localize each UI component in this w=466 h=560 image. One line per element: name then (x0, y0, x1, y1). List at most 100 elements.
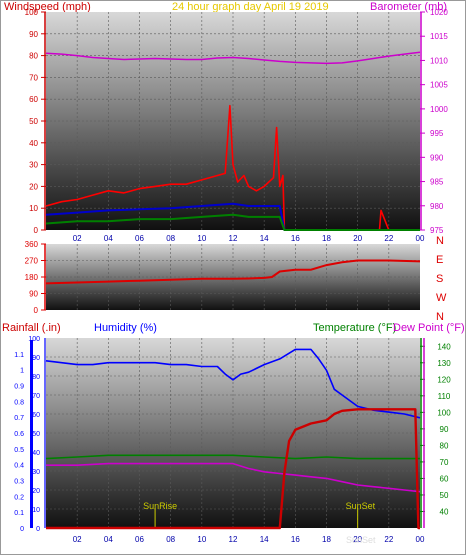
panel3-series: SunRise SunSet (45, 348, 421, 530)
barometer-tick-label: 990 (430, 153, 444, 162)
rain-tick-label: 0 (20, 526, 24, 533)
axis-labels: 0102030405060708090100975980985990995100… (14, 8, 451, 544)
sunset-footer-label: SunSet (346, 535, 376, 545)
compass-label: E (436, 254, 443, 266)
wind-tick-label: 0 (34, 226, 39, 235)
panel1-grid (46, 12, 420, 230)
rain-tick-label: 0.9 (14, 384, 24, 391)
wind-tick-label: 80 (29, 52, 38, 61)
wind-tick-label: 100 (25, 8, 39, 17)
wind-tick-label: 90 (29, 30, 38, 39)
temperature-tick-label: 140 (437, 342, 451, 351)
x-tick-label: 20 (353, 234, 362, 243)
rain-tick-label: 0.4 (14, 463, 24, 470)
series-rainfall-line (46, 408, 420, 530)
x-tick-label: 14 (260, 535, 269, 544)
temperature-tick-label: 130 (437, 359, 451, 368)
windspeed-title: Windspeed (mph) (4, 1, 91, 13)
wind-tick-label: 60 (29, 95, 38, 104)
barometer-tick-label: 1005 (430, 81, 448, 90)
direction-tick-label: 270 (25, 257, 39, 266)
temperature-tick-label: 120 (437, 375, 451, 384)
humidity-tick-label: 10 (32, 507, 40, 514)
barometer-tick-label: 980 (430, 202, 444, 211)
x-tick-label: 10 (197, 234, 206, 243)
barometer-tick-label: 995 (430, 129, 444, 138)
wind-tick-label: 40 (29, 139, 38, 148)
compass-label: S (436, 273, 443, 285)
barometer-title: Barometer (mb) (370, 1, 447, 13)
x-tick-label: 06 (135, 535, 144, 544)
graph-date-title: 24 hour graph day April 19 2019 (172, 1, 329, 13)
panel2-series (45, 259, 421, 285)
humidity-tick-label: 50 (32, 431, 40, 438)
x-tick-label: 00 (416, 535, 425, 544)
rain-tick-label: 0.1 (14, 510, 24, 517)
rain-tick-label: 0.8 (14, 399, 24, 406)
rain-tick-label: 0.5 (14, 447, 24, 454)
rain-tick-label: 0.7 (14, 415, 24, 422)
rain-tick-label: 0.3 (14, 479, 24, 486)
humidity-tick-label: 100 (28, 336, 40, 343)
barometer-tick-label: 1020 (430, 8, 448, 17)
rain-axis-bar (30, 340, 33, 528)
rain-tick-label: 1.1 (14, 352, 24, 359)
sun-marker-label: SunSet (346, 501, 376, 511)
x-tick-label: 04 (104, 535, 113, 544)
series-humidity-line (45, 348, 421, 419)
humidity-tick-label: 70 (32, 393, 40, 400)
x-tick-label: 18 (322, 234, 331, 243)
compass-label: N (436, 235, 444, 247)
rain-tick-label: 0.2 (14, 494, 24, 501)
x-tick-label: 18 (322, 535, 331, 544)
rain-tick-label: 1 (20, 368, 24, 375)
x-tick-label: 14 (260, 234, 269, 243)
temperature-tick-label: 80 (440, 441, 449, 450)
humidity-tick-label: 60 (32, 412, 40, 419)
x-tick-label: 22 (384, 535, 393, 544)
barometer-tick-label: 1000 (430, 105, 448, 114)
x-tick-label: 08 (166, 234, 175, 243)
temperature-tick-label: 110 (438, 392, 451, 401)
temperature-header: Temperature (°F) (313, 322, 396, 334)
barometer-tick-label: 1015 (430, 32, 448, 41)
direction-tick-label: 360 (25, 240, 39, 249)
temperature-tick-label: 60 (440, 474, 449, 483)
temperature-tick-label: 40 (440, 507, 449, 516)
direction-tick-label: 180 (25, 273, 39, 282)
x-tick-label: 22 (384, 234, 393, 243)
compass-label: W (436, 292, 447, 304)
temperature-tick-label: 100 (437, 408, 451, 417)
x-tick-label: 04 (104, 234, 113, 243)
rainfall-header: Rainfall (.in) (2, 322, 61, 334)
humidity-tick-label: 0 (36, 526, 40, 533)
humidity-tick-label: 90 (32, 355, 40, 362)
wind-tick-label: 50 (29, 117, 38, 126)
x-tick-label: 02 (73, 535, 82, 544)
wind-tick-label: 70 (29, 73, 38, 82)
barometer-tick-label: 1010 (430, 56, 448, 65)
series-temperature-line (45, 454, 420, 460)
humidity-header: Humidity (%) (94, 322, 157, 334)
humidity-tick-label: 20 (32, 488, 40, 495)
series-direction-line (45, 259, 421, 285)
sun-marker-label: SunRise (143, 501, 177, 511)
series-barometer-mb--line (45, 51, 421, 65)
x-tick-label: 02 (73, 234, 82, 243)
barometer-tick-label: 985 (430, 178, 444, 187)
x-tick-label: 06 (135, 234, 144, 243)
temperature-tick-label: 70 (440, 458, 449, 467)
wind-tick-label: 30 (29, 161, 38, 170)
direction-tick-label: 90 (29, 290, 38, 299)
direction-tick-label: 0 (34, 306, 39, 315)
x-tick-label: 16 (291, 535, 300, 544)
rain-humidity-temp-panel (46, 338, 420, 528)
x-tick-label: 12 (229, 234, 238, 243)
dewpoint-header: Dew Point (°F) (393, 322, 465, 334)
temperature-tick-label: 50 (440, 491, 449, 500)
x-tick-label: 20 (353, 535, 362, 544)
wind-tick-label: 20 (29, 182, 38, 191)
barometer-tick-label: 975 (430, 226, 444, 235)
series-low-line (45, 213, 420, 231)
